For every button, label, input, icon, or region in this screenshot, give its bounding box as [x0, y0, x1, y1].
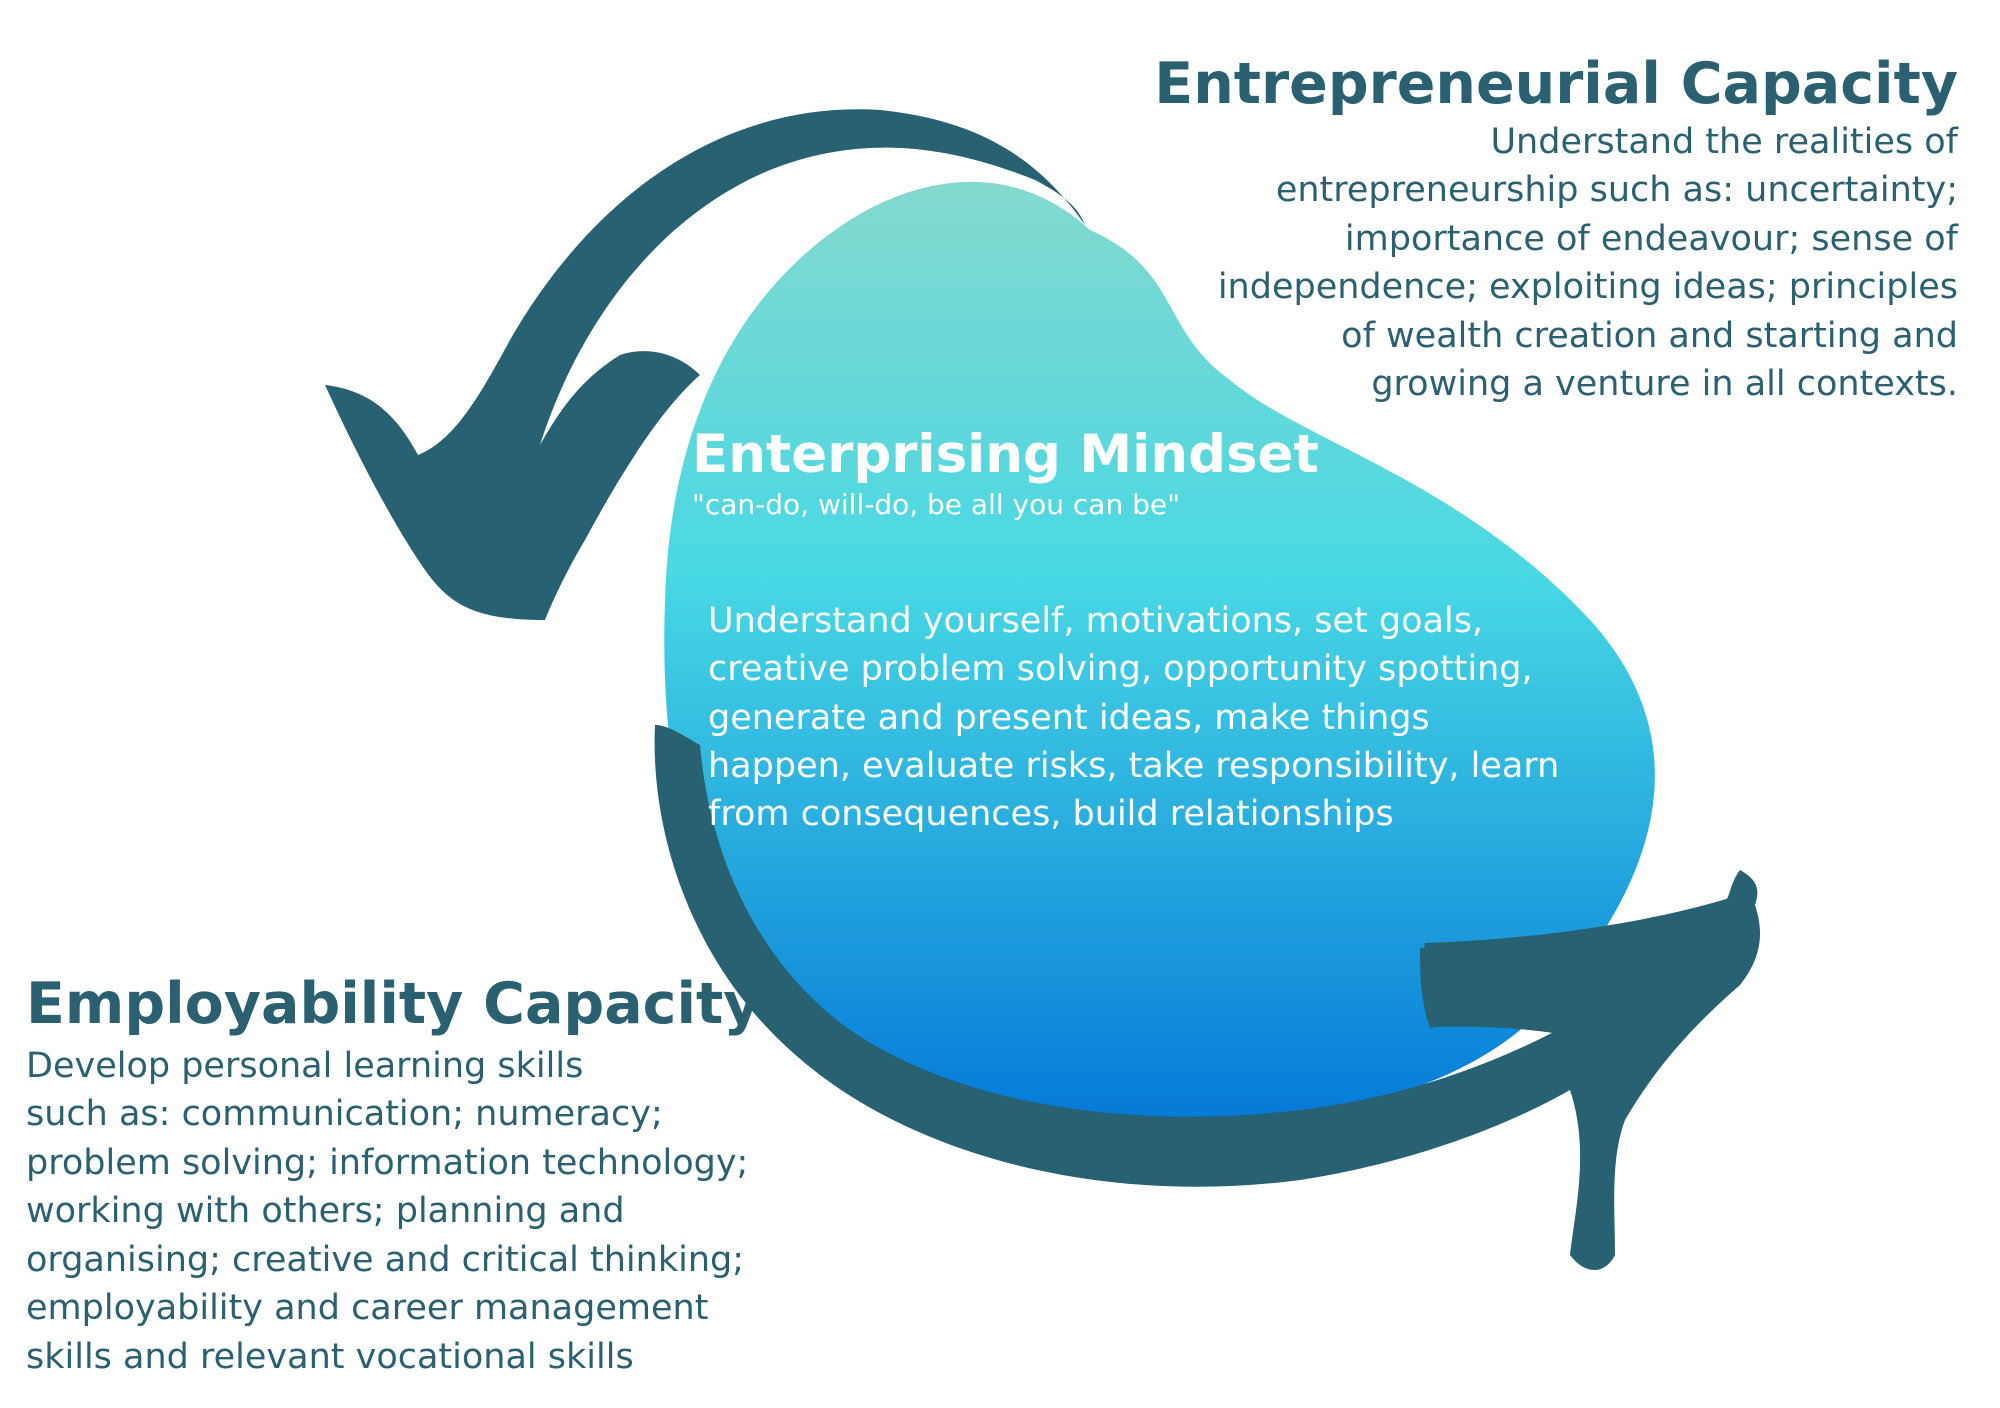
bottom-arrow-head: [1421, 893, 1759, 1060]
bottom-arrow: [654, 725, 1760, 1270]
entrepreneurial-line: entrepreneurship such as: uncertainty;: [1275, 170, 1958, 211]
entrepreneurial-line: growing a venture in all contexts.: [1371, 364, 1958, 405]
entrepreneurial-line: independence; exploiting ideas; principl…: [1217, 267, 1958, 308]
enterprising-mindset-title: Enterprising Mindset: [692, 424, 1319, 485]
employability-line: employability and career management: [26, 1288, 709, 1329]
mindset-line: Understand yourself, motivations, set go…: [708, 601, 1484, 641]
mindset-line: from consequences, build relationships: [708, 794, 1394, 835]
employability-line: skills and relevant vocational skills: [26, 1336, 634, 1377]
employability-line: such as: communication; numeracy;: [26, 1094, 663, 1135]
mindset-line: creative problem solving, opportunity sp…: [708, 649, 1533, 690]
enterprising-mindset-tagline: "can-do, will-do, be all you can be": [692, 487, 1180, 521]
mindset-line: happen, evaluate risks, take responsibil…: [708, 745, 1560, 786]
entrepreneurial-capacity-block: Entrepreneurial Capacity Understand the …: [1118, 51, 1958, 409]
enterprising-mindset-text: Understand yourself, motivations, set go…: [708, 597, 1638, 838]
entrepreneurial-capacity-title: Entrepreneurial Capacity: [1154, 51, 1958, 117]
employability-capacity-block: Employability Capacity Develop personal …: [26, 971, 846, 1382]
mindset-blob: [664, 181, 1655, 1125]
entrepreneurial-capacity-text: Understand the realities of entrepreneur…: [1118, 118, 1958, 409]
employability-line: problem solving; information technology;: [26, 1142, 749, 1183]
employability-line: Develop personal learning skills: [26, 1045, 584, 1086]
entrepreneurial-line: Understand the realities of: [1490, 121, 1958, 162]
employability-capacity-text: Develop personal learning skills such as…: [26, 1042, 846, 1382]
entrepreneurial-line: importance of endeavour; sense of: [1344, 218, 1958, 259]
employability-line: organising; creative and critical thinki…: [26, 1239, 745, 1280]
top-arrow: [325, 109, 1085, 620]
entrepreneurial-line: of wealth creation and starting and: [1341, 315, 1958, 356]
mindset-line: generate and present ideas, make things: [708, 697, 1430, 738]
enterprising-mindset-block: Enterprising Mindset "can-do, will-do, b…: [692, 424, 1632, 521]
employability-capacity-title: Employability Capacity: [26, 971, 761, 1037]
employability-line: working with others; planning and: [26, 1191, 625, 1232]
